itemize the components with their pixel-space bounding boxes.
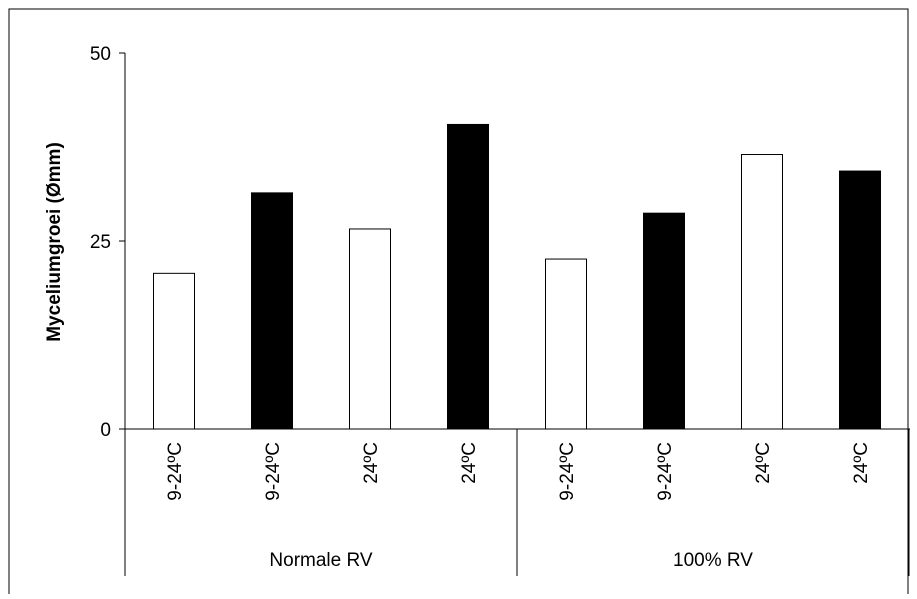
- x-category-label: 9-24ºC: [263, 442, 284, 501]
- bar-5: [545, 258, 587, 430]
- bar-7: [741, 154, 783, 430]
- labels-layer: 0 25 50 9-24ºC 9-24ºC 24ºC 24ºC Normale RV 9-24º…: [90, 44, 872, 571]
- bar-1: [153, 272, 195, 430]
- bars-layer: [153, 123, 881, 430]
- x-category-label: 24ºC: [851, 442, 872, 484]
- x-category-label: 24ºC: [361, 442, 382, 484]
- bar-6: [643, 212, 685, 430]
- x-category-label: 9-24ºC: [557, 442, 578, 501]
- y-tick-label: 0: [100, 420, 111, 441]
- bar-4: [447, 123, 489, 430]
- y-axis-title: Myceliumgroei (Ømm): [44, 142, 65, 342]
- x-group-label: Normale RV: [269, 550, 372, 571]
- x-category-label: 9-24ºC: [165, 442, 186, 501]
- x-category-label: 9-24ºC: [655, 442, 676, 501]
- bar-3: [349, 228, 391, 430]
- x-category-label: 24ºC: [459, 442, 480, 484]
- y-tick-label: 25: [90, 232, 111, 253]
- y-tick-label: 50: [90, 44, 111, 65]
- bar-8: [839, 170, 881, 430]
- axes-layer: [119, 52, 910, 576]
- x-category-label: 24ºC: [753, 442, 774, 484]
- bar-2: [251, 192, 293, 430]
- x-group-label: 100% RV: [673, 550, 753, 571]
